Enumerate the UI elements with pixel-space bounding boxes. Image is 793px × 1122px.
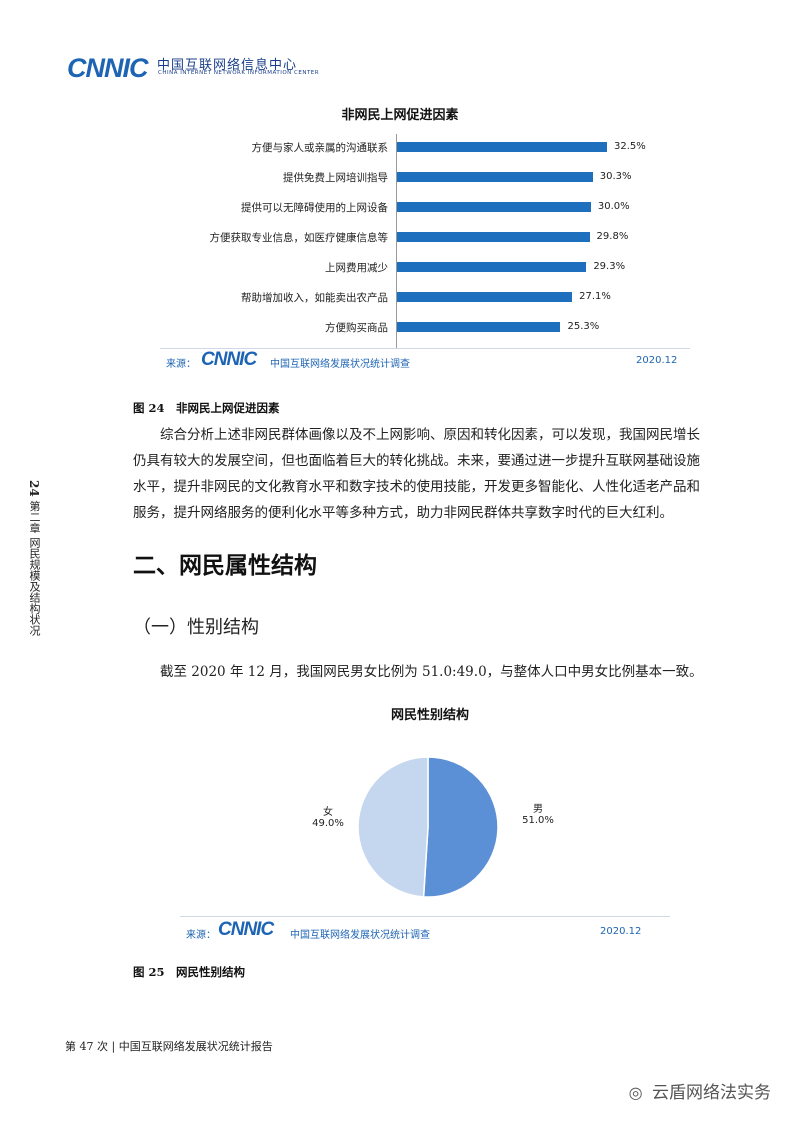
bar-category-label: 上网费用减少 bbox=[325, 262, 388, 274]
wechat-watermark: ◎ 云盾网络法实务 bbox=[629, 1078, 771, 1103]
bar-category-label: 方便获取专业信息，如医疗健康信息等 bbox=[209, 232, 389, 244]
bar-value-label: 25.3% bbox=[567, 321, 600, 332]
bar-category-label: 方便购买商品 bbox=[325, 322, 388, 334]
bar-chart-axis bbox=[396, 134, 397, 348]
pie-label-male: 男 51.0% bbox=[518, 800, 558, 826]
paragraph-line: 水平，提升非网民的文化教育水平和数字技术的使用技能，开发更多智能化、人性化适老产… bbox=[133, 479, 700, 495]
cnnic-name-cn: 中国互联网络信息中心 bbox=[157, 58, 298, 73]
wechat-watermark-text: 云盾网络法实务 bbox=[652, 1083, 771, 1103]
figure25-pie-chart bbox=[357, 756, 499, 898]
figure25-caption: 图 25 网民性别结构 bbox=[133, 965, 246, 979]
bar bbox=[397, 232, 590, 242]
bar-category-label: 方便与家人或亲属的沟通联系 bbox=[251, 142, 389, 154]
figure24-source-date: 2020.12 bbox=[636, 355, 678, 366]
figure25-title: 网民性别结构 bbox=[390, 708, 469, 723]
bar bbox=[397, 142, 607, 152]
bar-value-label: 30.0% bbox=[597, 201, 630, 212]
figure24-source-logo: CNNIC bbox=[201, 349, 257, 370]
figure25-source-divider bbox=[180, 916, 670, 917]
figure24-source-label: 来源： bbox=[166, 359, 196, 370]
bar-category-label: 提供可以无障碍使用的上网设备 bbox=[241, 202, 388, 214]
pie-label-female-name: 女 bbox=[323, 807, 333, 818]
bar-value-label: 27.1% bbox=[579, 291, 611, 302]
bar bbox=[397, 292, 573, 302]
figure25-source-label: 来源： bbox=[186, 930, 216, 941]
pie-label-male-name: 男 bbox=[533, 804, 543, 815]
section-heading: 二、网民属性结构 bbox=[133, 553, 317, 579]
pie-label-female-value: 49.0% bbox=[312, 818, 344, 829]
pie-slice bbox=[422, 756, 499, 898]
wechat-icon: ◎ bbox=[628, 1083, 643, 1102]
bar bbox=[397, 322, 561, 332]
figure24-source-divider bbox=[160, 348, 690, 349]
figure24-title: 非网民上网促进因素 bbox=[341, 108, 459, 123]
figure24-caption: 图 24 非网民上网促进因素 bbox=[133, 401, 280, 415]
side-chapter-label: 24 第二章 网民规模及结构状况 bbox=[22, 480, 42, 636]
bar-value-label: 29.8% bbox=[596, 231, 629, 242]
paragraph-line: 综合分析上述非网民群体画像以及不上网影响、原因和转化因素，可以发现，我国网民增长 bbox=[160, 427, 700, 443]
bar bbox=[397, 262, 587, 272]
bar-category-label: 帮助增加收入，如能卖出农产品 bbox=[241, 292, 388, 304]
bar bbox=[397, 202, 591, 212]
page-footer: 第 47 次 | 中国互联网络发展状况统计报告 bbox=[65, 1040, 273, 1053]
bar-value-label: 32.5% bbox=[614, 141, 646, 152]
side-page-number: 24 bbox=[27, 480, 41, 497]
bar-category-label: 提供免费上网培训指导 bbox=[283, 172, 388, 184]
figure24-source-name: 中国互联网络发展状况统计调查 bbox=[270, 359, 410, 370]
figure25-source-logo: CNNIC bbox=[218, 919, 274, 940]
body-paragraph: 综合分析上述非网民群体画像以及不上网影响、原因和转化因素，可以发现，我国网民增长… bbox=[133, 422, 718, 526]
pie-label-male-value: 51.0% bbox=[522, 815, 554, 826]
pie-label-female: 女 49.0% bbox=[308, 803, 348, 829]
figure25-source-date: 2020.12 bbox=[600, 926, 642, 937]
pie-slice bbox=[357, 756, 429, 898]
paragraph-line: 服务，提升网络服务的便利化水平等多种方式，助力非网民群体共享数字时代的巨大红利。 bbox=[133, 505, 673, 521]
bar-value-label: 30.3% bbox=[599, 171, 632, 182]
figure25-source-name: 中国互联网络发展状况统计调查 bbox=[290, 930, 430, 941]
subsection-heading: （一）性别结构 bbox=[133, 617, 259, 638]
gender-paragraph: 截至 2020 年 12 月，我国网民男女比例为 51.0:49.0，与整体人口… bbox=[160, 664, 703, 680]
bar bbox=[397, 172, 593, 182]
cnnic-name-en: CHINA INTERNET NETWORK INFORMATION CENTE… bbox=[158, 70, 320, 76]
cnnic-logo: CNNIC bbox=[67, 53, 148, 83]
paragraph-line: 仍具有较大的发展空间，但也面临着巨大的转化挑战。未来，要通过进一步提升互联网基础… bbox=[133, 453, 700, 469]
bar-value-label: 29.3% bbox=[593, 261, 626, 272]
side-chapter-title: 第二章 网民规模及结构状况 bbox=[28, 500, 41, 636]
